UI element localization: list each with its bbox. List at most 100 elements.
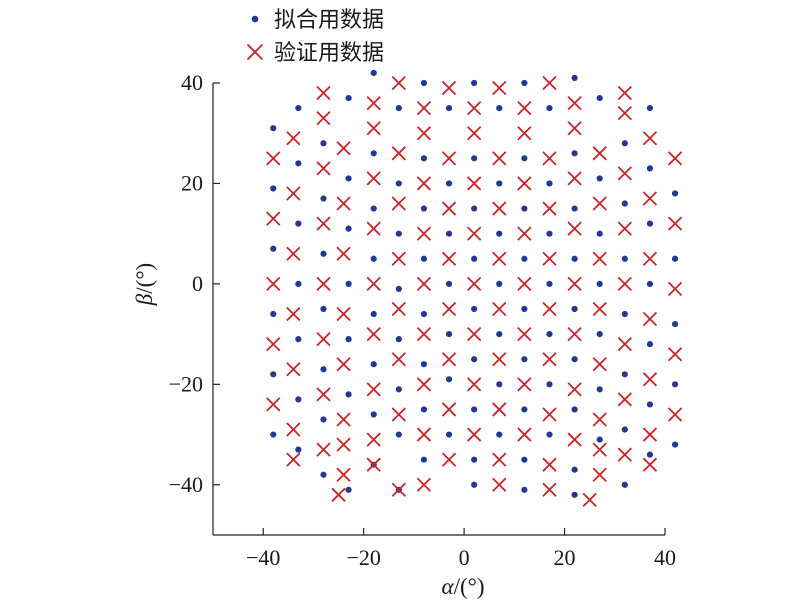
fit-data-point (671, 441, 679, 448)
fit-data-point (445, 431, 453, 438)
validation-data-point (667, 407, 683, 422)
y-axis-unit: /(°) (132, 263, 157, 294)
fit-data-point (395, 386, 402, 393)
validation-data-point (441, 80, 457, 96)
validation-data-point (517, 326, 532, 342)
fit-data-point (521, 356, 528, 363)
validation-data-point (567, 95, 582, 111)
validation-data-point (542, 251, 557, 266)
fit-data-point (320, 140, 327, 147)
y-axis-ticks: −40 −20 0 20 40 (169, 70, 220, 497)
validation-data-point (567, 382, 582, 397)
validation-data-point (441, 201, 457, 216)
validation-data-point (492, 402, 507, 417)
fit-data-point (345, 175, 352, 182)
fit-data-point (471, 305, 478, 313)
fit-data-point (395, 431, 402, 438)
fit-data-point (295, 396, 302, 403)
validation-data-point (642, 457, 658, 472)
validation-data-point (336, 196, 351, 211)
validation-data-point (567, 276, 582, 292)
fit-data-point (370, 255, 377, 262)
fit-data-point (646, 341, 654, 348)
fit-data-point (621, 310, 628, 318)
fit-data-point (295, 105, 302, 112)
legend-label-fit-data: 拟合用数据 (274, 8, 384, 33)
y-axis-title: β/(°) (132, 263, 157, 306)
validation-data-point (542, 75, 557, 91)
fit-data-point (546, 180, 553, 187)
validation-data-point (316, 161, 331, 176)
validation-data-point (316, 216, 331, 231)
fit-data-point (420, 456, 428, 463)
fit-data-point (621, 426, 628, 433)
validation-data-point (286, 246, 301, 261)
validation-data-point (517, 176, 532, 191)
x-axis-symbol: α (442, 574, 455, 599)
validation-data-point (667, 281, 683, 297)
fit-data-point (621, 481, 628, 488)
validation-data-point (617, 105, 632, 121)
fit-data-point (571, 255, 578, 262)
series-validation-data (266, 75, 683, 507)
validation-data-point (266, 211, 281, 226)
fit-data-point (571, 406, 578, 413)
validation-data-point (642, 372, 658, 387)
series-fit-data (270, 69, 679, 498)
x-tick-label: −20 (346, 545, 380, 570)
validation-data-point (617, 392, 632, 407)
validation-data-point (542, 482, 557, 497)
validation-data-point (331, 487, 346, 502)
fit-data-point (471, 481, 478, 488)
fit-data-point (596, 436, 603, 443)
validation-data-point (366, 457, 381, 472)
validation-data-point (667, 151, 683, 166)
fit-data-point (596, 94, 603, 102)
validation-data-point (592, 412, 607, 427)
legend-marker-fit-data (251, 15, 259, 23)
validation-data-point (366, 95, 381, 111)
validation-data-point (336, 357, 351, 372)
validation-data-point (567, 221, 582, 236)
fit-data-point (370, 310, 377, 318)
validation-data-point (492, 201, 507, 216)
fit-data-point (596, 280, 603, 287)
validation-data-point (517, 276, 532, 292)
fit-data-point (621, 200, 628, 207)
validation-data-point (467, 126, 482, 141)
axes (212, 83, 665, 536)
validation-data-point (391, 301, 406, 317)
fit-data-point (420, 310, 428, 318)
validation-data-point (517, 226, 532, 241)
y-axis-symbol: β (132, 293, 157, 306)
fit-data-point (395, 180, 402, 187)
validation-data-point (416, 326, 432, 342)
validation-data-point (567, 326, 582, 342)
validation-data-point (316, 442, 331, 457)
fit-data-point (521, 406, 528, 413)
validation-data-point (617, 447, 632, 462)
validation-data-point (517, 126, 532, 141)
validation-data-point (617, 221, 632, 236)
fit-data-point (646, 220, 654, 227)
validation-data-point (316, 111, 331, 126)
validation-data-point (492, 251, 507, 266)
validation-data-point (366, 121, 381, 136)
fit-data-point (395, 336, 402, 343)
validation-data-point (467, 427, 482, 442)
validation-data-point (391, 352, 406, 367)
fit-data-point (596, 175, 603, 182)
validation-data-point (441, 352, 457, 367)
validation-data-point (441, 301, 457, 317)
fit-data-point (621, 255, 628, 262)
fit-data-point (345, 225, 352, 232)
validation-data-point (266, 276, 281, 292)
fit-data-point (345, 486, 352, 493)
validation-data-point (642, 311, 658, 327)
validation-data-point (366, 326, 381, 342)
validation-data-point (286, 362, 301, 377)
fit-data-point (270, 431, 277, 438)
fit-data-point (546, 381, 553, 388)
validation-data-point (416, 276, 432, 292)
validation-data-point (492, 151, 507, 166)
